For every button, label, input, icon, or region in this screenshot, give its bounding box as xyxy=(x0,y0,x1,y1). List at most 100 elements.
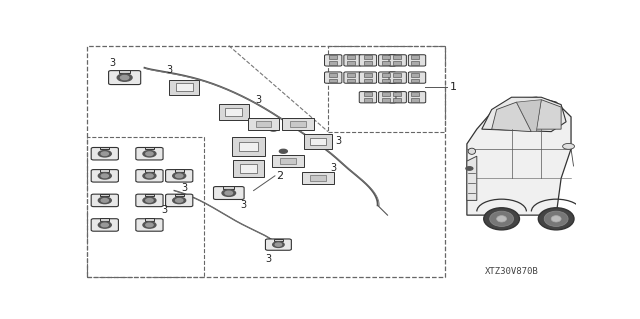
Polygon shape xyxy=(536,100,561,129)
FancyBboxPatch shape xyxy=(394,56,401,59)
FancyBboxPatch shape xyxy=(175,169,184,172)
FancyBboxPatch shape xyxy=(329,73,337,77)
Circle shape xyxy=(273,242,284,248)
FancyBboxPatch shape xyxy=(381,98,390,102)
FancyBboxPatch shape xyxy=(100,147,109,150)
FancyBboxPatch shape xyxy=(359,55,376,66)
Circle shape xyxy=(173,173,186,179)
FancyBboxPatch shape xyxy=(233,160,264,177)
Circle shape xyxy=(146,223,153,227)
Circle shape xyxy=(146,152,153,156)
Circle shape xyxy=(101,152,108,156)
Circle shape xyxy=(120,76,129,80)
Text: 2: 2 xyxy=(276,171,283,181)
Text: 3: 3 xyxy=(241,200,247,210)
FancyBboxPatch shape xyxy=(381,78,390,83)
FancyBboxPatch shape xyxy=(166,194,193,207)
Circle shape xyxy=(99,197,111,204)
Text: 3: 3 xyxy=(266,254,271,264)
FancyBboxPatch shape xyxy=(273,155,304,167)
FancyBboxPatch shape xyxy=(344,72,361,83)
Ellipse shape xyxy=(490,211,513,226)
Circle shape xyxy=(175,174,183,178)
Circle shape xyxy=(563,144,575,149)
Circle shape xyxy=(117,74,132,81)
Polygon shape xyxy=(492,102,531,132)
Text: 3: 3 xyxy=(166,65,172,75)
Bar xyxy=(88,46,445,277)
FancyBboxPatch shape xyxy=(329,78,337,83)
FancyBboxPatch shape xyxy=(347,61,355,65)
Circle shape xyxy=(466,167,473,170)
FancyBboxPatch shape xyxy=(136,219,163,231)
FancyBboxPatch shape xyxy=(176,84,193,91)
FancyBboxPatch shape xyxy=(91,194,118,207)
FancyBboxPatch shape xyxy=(381,56,390,59)
Circle shape xyxy=(143,151,156,157)
FancyBboxPatch shape xyxy=(310,138,326,145)
FancyBboxPatch shape xyxy=(282,118,314,130)
FancyBboxPatch shape xyxy=(394,98,401,102)
FancyBboxPatch shape xyxy=(304,134,332,149)
FancyBboxPatch shape xyxy=(379,72,396,83)
FancyBboxPatch shape xyxy=(136,170,163,182)
Circle shape xyxy=(275,243,282,246)
FancyBboxPatch shape xyxy=(324,55,342,66)
Circle shape xyxy=(175,199,183,202)
Circle shape xyxy=(143,222,156,228)
FancyBboxPatch shape xyxy=(266,239,291,250)
Circle shape xyxy=(222,190,236,197)
Ellipse shape xyxy=(468,148,476,154)
FancyBboxPatch shape xyxy=(225,108,242,116)
FancyBboxPatch shape xyxy=(347,78,355,83)
Bar xyxy=(88,137,204,277)
FancyBboxPatch shape xyxy=(329,56,337,59)
FancyBboxPatch shape xyxy=(412,56,419,59)
FancyBboxPatch shape xyxy=(214,187,244,199)
FancyBboxPatch shape xyxy=(136,194,163,207)
Circle shape xyxy=(146,199,153,202)
Polygon shape xyxy=(467,97,571,215)
Polygon shape xyxy=(467,156,477,200)
FancyBboxPatch shape xyxy=(359,72,376,83)
FancyBboxPatch shape xyxy=(91,147,118,160)
FancyBboxPatch shape xyxy=(255,122,271,127)
FancyBboxPatch shape xyxy=(364,56,372,59)
FancyBboxPatch shape xyxy=(359,92,376,103)
FancyBboxPatch shape xyxy=(412,78,419,83)
Text: 3: 3 xyxy=(109,58,115,68)
FancyBboxPatch shape xyxy=(324,72,342,83)
FancyBboxPatch shape xyxy=(389,92,406,103)
Circle shape xyxy=(101,174,108,178)
Circle shape xyxy=(101,199,108,202)
FancyBboxPatch shape xyxy=(364,98,372,102)
FancyBboxPatch shape xyxy=(408,92,426,103)
FancyBboxPatch shape xyxy=(223,186,234,189)
FancyBboxPatch shape xyxy=(364,92,372,96)
Circle shape xyxy=(225,191,232,195)
Ellipse shape xyxy=(544,211,568,226)
FancyBboxPatch shape xyxy=(412,73,419,77)
Circle shape xyxy=(143,197,156,204)
Ellipse shape xyxy=(538,208,574,230)
Ellipse shape xyxy=(484,208,520,230)
FancyBboxPatch shape xyxy=(381,61,390,65)
FancyBboxPatch shape xyxy=(91,219,118,231)
Polygon shape xyxy=(516,100,541,132)
Ellipse shape xyxy=(497,216,507,222)
Circle shape xyxy=(173,197,186,204)
FancyBboxPatch shape xyxy=(389,72,406,83)
FancyBboxPatch shape xyxy=(364,61,372,65)
FancyBboxPatch shape xyxy=(274,239,283,241)
FancyBboxPatch shape xyxy=(394,73,401,77)
FancyBboxPatch shape xyxy=(145,194,154,196)
FancyBboxPatch shape xyxy=(381,92,390,96)
FancyBboxPatch shape xyxy=(344,55,361,66)
FancyBboxPatch shape xyxy=(240,164,257,173)
FancyBboxPatch shape xyxy=(91,170,118,182)
FancyBboxPatch shape xyxy=(412,92,419,96)
Circle shape xyxy=(146,174,153,178)
FancyBboxPatch shape xyxy=(389,55,406,66)
FancyBboxPatch shape xyxy=(175,194,184,196)
FancyBboxPatch shape xyxy=(136,147,163,160)
